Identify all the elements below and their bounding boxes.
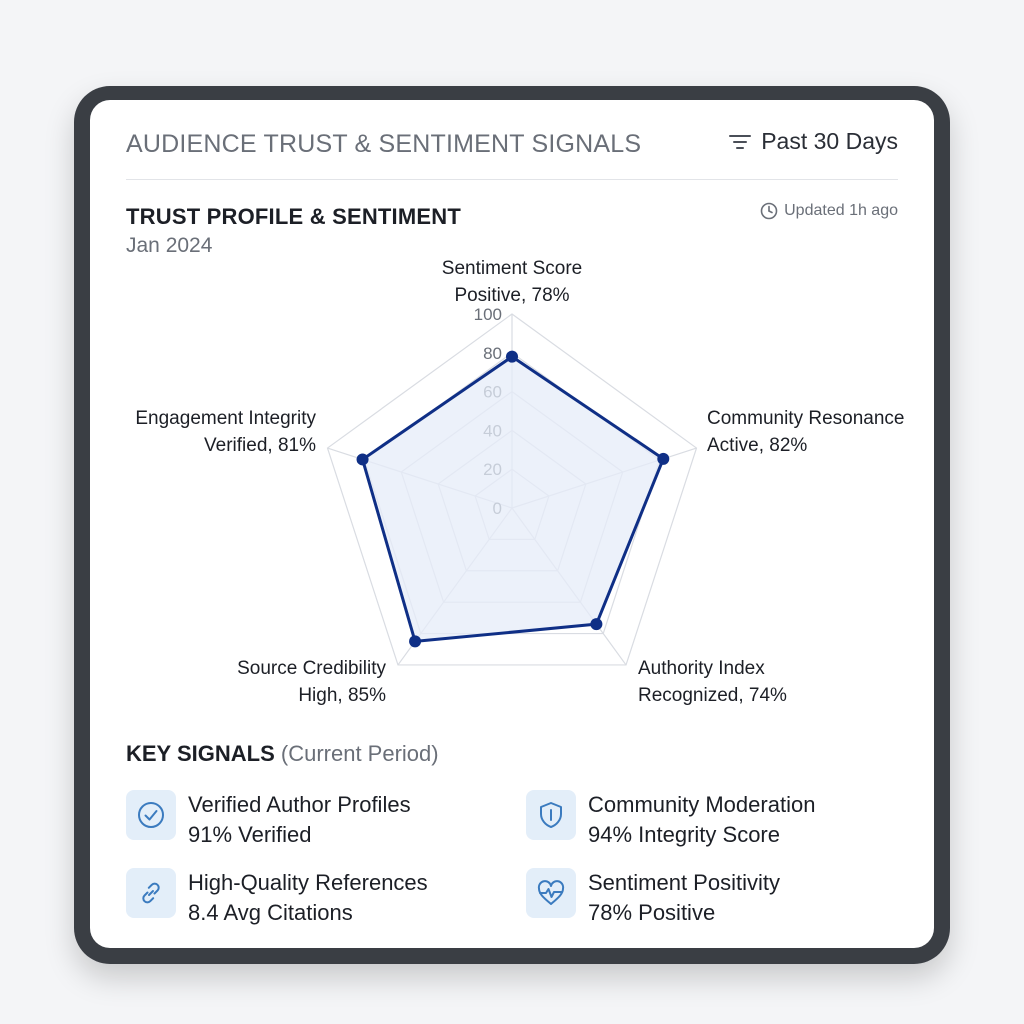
updated-status: Updated 1h ago: [760, 202, 898, 220]
date-range-filter[interactable]: Past 30 Days: [729, 128, 898, 155]
radar-chart: 020406080100: [326, 305, 698, 666]
signal-verified-authors: Verified Author Profiles 91% Verified: [126, 790, 411, 850]
section-title: TRUST PROFILE & SENTIMENT: [126, 204, 461, 229]
radar-axis-label: Authority Index Recognized, 74%: [638, 655, 858, 709]
radar-axis-status: High, 85%: [298, 685, 386, 706]
updated-label: Updated 1h ago: [784, 202, 898, 219]
section-subtitle: Jan 2024: [126, 234, 213, 257]
radar-axis-label: Engagement Integrity Verified, 81%: [116, 405, 316, 459]
dashboard-card: AUDIENCE TRUST & SENTIMENT SIGNALS Past …: [90, 100, 934, 948]
header: AUDIENCE TRUST & SENTIMENT SIGNALS Past …: [126, 100, 898, 180]
radar-axis-status: Active, 82%: [707, 435, 808, 456]
radar-point: [657, 452, 670, 465]
signal-quality-references: High-Quality References 8.4 Avg Citation…: [126, 868, 428, 928]
signal-value: 8.4 Avg Citations: [188, 900, 353, 925]
radar-axis-name: Community Resonance: [707, 408, 905, 429]
signal-community-moderation: Community Moderation 94% Integrity Score: [526, 790, 815, 850]
clock-icon: [760, 202, 778, 220]
radar-point: [356, 453, 369, 466]
radar-axis-label: Source Credibility High, 85%: [166, 655, 386, 709]
signal-value: 91% Verified: [188, 822, 312, 847]
signal-sentiment-positivity: Sentiment Positivity 78% Positive: [526, 868, 780, 928]
signal-name: Community Moderation: [588, 792, 816, 817]
filter-icon: [729, 134, 752, 149]
signal-name: Sentiment Positivity: [588, 870, 780, 895]
key-signals-period: (Current Period): [280, 741, 439, 766]
shield-icon: [526, 790, 576, 840]
filter-label: Past 30 Days: [761, 128, 898, 154]
check-circle-icon: [126, 790, 176, 840]
radar-grid-ring: [326, 313, 698, 666]
radar-axis-status: Verified, 81%: [204, 435, 316, 456]
radar-point: [506, 350, 518, 363]
key-signals-title: KEY SIGNALS (Current Period): [126, 741, 439, 767]
radar-series: [356, 350, 670, 648]
radar-axis-label: Sentiment Score Positive, 78%: [412, 255, 612, 309]
radar-series-area: [361, 355, 665, 643]
link-icon: [126, 868, 176, 918]
signal-name: Verified Author Profiles: [188, 792, 411, 817]
radar-axis-status: Recognized, 74%: [638, 685, 787, 706]
page-title: AUDIENCE TRUST & SENTIMENT SIGNALS: [126, 130, 642, 158]
signal-value: 78% Positive: [588, 900, 716, 925]
key-signals-heading: KEY SIGNALS: [126, 741, 275, 766]
radar-axis-name: Sentiment Score: [441, 258, 583, 279]
signal-name: High-Quality References: [188, 870, 428, 895]
radar-axis-label: Community Resonance Active, 82%: [707, 405, 907, 459]
radar-axis-name: Authority Index: [638, 658, 765, 679]
heart-pulse-icon: [526, 868, 576, 918]
signal-value: 94% Integrity Score: [588, 822, 780, 847]
radar-point: [590, 618, 603, 631]
radar-axis-status: Positive, 78%: [454, 285, 570, 306]
radar-point: [409, 635, 422, 648]
radar-axis-name: Engagement Integrity: [135, 408, 316, 429]
radar-axis-name: Source Credibility: [237, 658, 386, 679]
radar-tick-label: 80: [483, 344, 502, 363]
radar-tick-label: 100: [474, 305, 502, 324]
